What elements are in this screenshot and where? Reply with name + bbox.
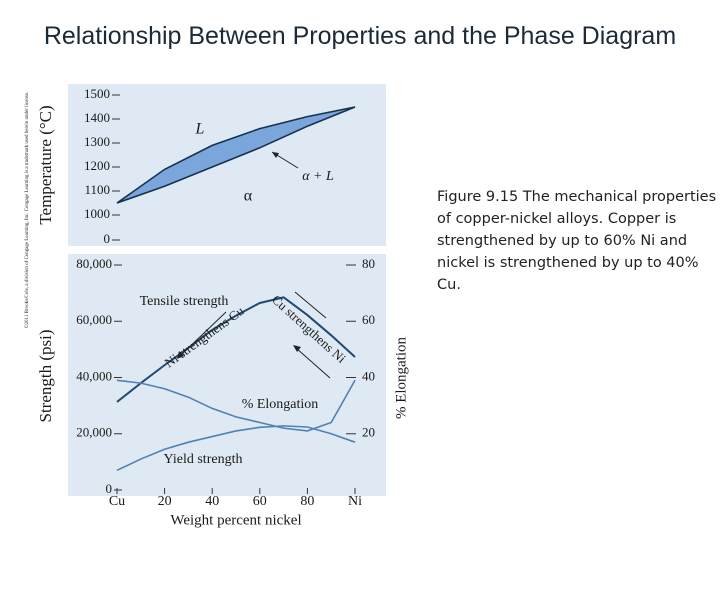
y-tick-label: 1200 <box>84 158 110 173</box>
y-axis-label: Strength (psi) <box>36 329 55 422</box>
series-label: % Elongation <box>242 397 319 412</box>
slide-title: Relationship Between Properties and the … <box>43 22 677 50</box>
arrow <box>295 347 331 379</box>
series-line <box>116 296 356 403</box>
y-tick-label: 40,000 <box>76 368 112 383</box>
figure: ©2011 Brooks/Cole, a division of Cengage… <box>24 84 409 528</box>
annotation: α + L <box>302 169 334 184</box>
y-tick-label: 1300 <box>84 134 110 149</box>
series-line <box>116 379 356 432</box>
y-axis-label: Temperature (°C) <box>36 105 55 224</box>
y-tick-label: 60,000 <box>76 312 112 327</box>
y-tick-label: 0 <box>104 231 111 246</box>
arrow-head <box>293 345 301 352</box>
y-tick-label: 0 <box>106 481 113 496</box>
x-tick-label: 20 <box>158 494 172 509</box>
arrow-head <box>272 152 279 158</box>
y2-tick-label: 20 <box>362 425 375 440</box>
panel <box>68 254 386 496</box>
arrow <box>294 291 327 319</box>
annotation: L <box>195 121 205 138</box>
y-tick-label: 1500 <box>84 86 110 101</box>
y-tick-label: 1100 <box>84 182 110 197</box>
arrow-head <box>177 351 184 359</box>
copyright: ©2011 Brooks/Cole, a division of Cengage… <box>24 92 30 329</box>
x-tick-label: 40 <box>205 494 219 509</box>
y-tick-label: 80,000 <box>76 256 112 271</box>
y-tick-label: 1400 <box>84 110 110 125</box>
phase-boundary <box>116 106 356 204</box>
series-label: Tensile strength <box>140 294 229 309</box>
phase-boundary <box>116 106 356 204</box>
arrow <box>179 311 227 357</box>
caption: Figure 9.15 The mechanical properties of… <box>437 189 717 293</box>
x-tick-label: 80 <box>300 494 314 509</box>
annotation: α <box>244 188 253 205</box>
y2-axis-label: % Elongation <box>393 336 409 419</box>
x-axis-label: Weight percent nickel <box>170 512 301 528</box>
x-tick-label: Ni <box>348 494 362 509</box>
y-tick-label: 1000 <box>84 206 110 221</box>
series-label: Yield strength <box>164 452 243 467</box>
y2-tick-label: 80 <box>362 256 375 271</box>
panel <box>68 84 386 246</box>
series-line <box>116 425 356 472</box>
slide: Relationship Between Properties and the … <box>24 22 717 529</box>
x-tick-label: Cu <box>109 494 125 509</box>
x-tick-label: 60 <box>253 494 267 509</box>
y-tick-label: 20,000 <box>76 425 112 440</box>
y2-tick-label: 60 <box>362 312 375 327</box>
y2-tick-label: 40 <box>362 368 375 383</box>
